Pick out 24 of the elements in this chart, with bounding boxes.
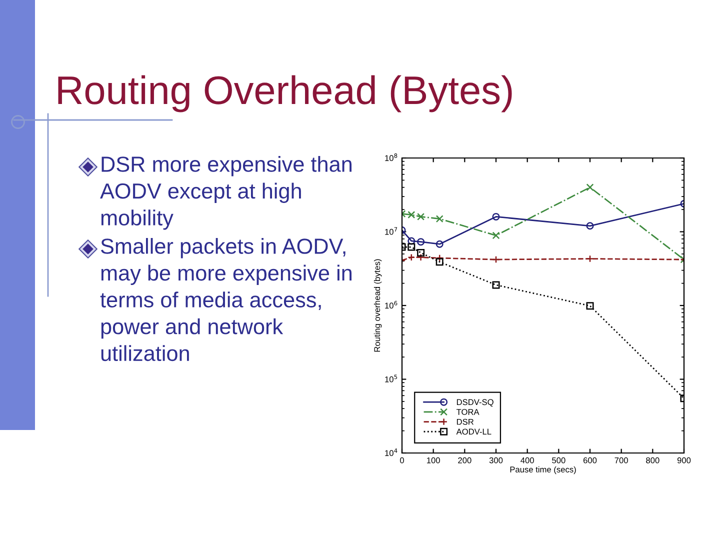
chart-title: Routing Overhead (Bytes) [58,75,512,112]
y-tick-label: 10$^{7}$ [385,227,398,235]
x-tick-label: 700 [614,457,628,464]
x-tick-label: 800 [646,457,660,464]
y-tick-label: 10$^{8}$ [385,153,398,162]
x-tick-label: 400 [520,457,534,464]
x-tick-label: 500 [552,457,566,464]
x-tick-label: 300 [489,457,503,464]
x-tick-label: 600 [583,457,597,464]
legend-label: TORA [456,409,480,415]
y-axis-title: Routing overhead (bytes) [374,259,382,352]
x-tick-label: 100 [427,457,440,464]
x-tick-label: 200 [458,457,472,464]
y-tick-label: 10$^{4}$ [385,448,398,456]
text: Smaller packets in AODV, may be more expensive in terms of media access, power and network utilization [100,238,352,362]
legend-label: AODV-LL [456,428,492,435]
x-tick-label: 0 [400,457,404,464]
text: DSR more expensive than AODV except at high mobility [100,156,352,230]
legend-label: DSR [456,418,474,425]
x-axis-title: Pause time (secs) [510,466,576,474]
y-tick-label: 10$^{5}$ [385,374,398,382]
x-tick-label: 900 [677,457,691,464]
legend-label: DSDV-SQ [456,399,494,407]
y-tick-label: 10$^{6}$ [385,300,398,309]
